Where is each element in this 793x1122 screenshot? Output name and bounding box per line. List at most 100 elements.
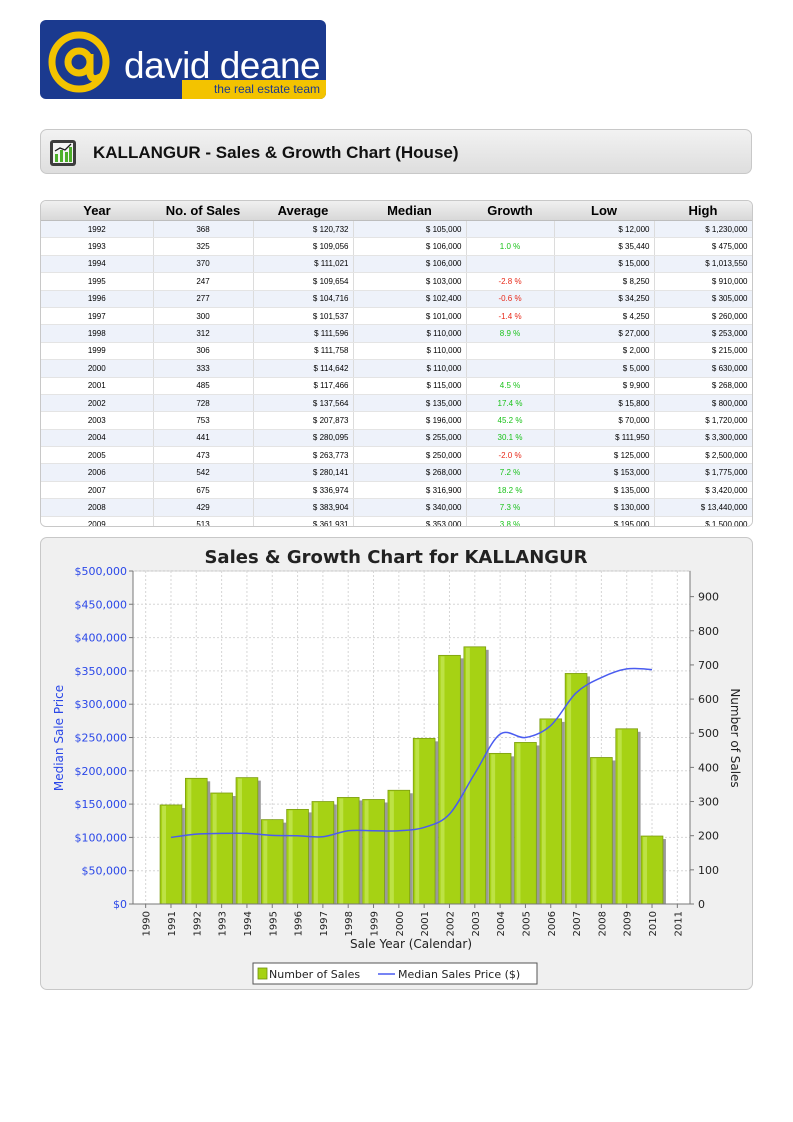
table-cell: 45.2 % — [466, 411, 555, 430]
table-cell: $ 153,000 — [554, 463, 655, 482]
x-tick-label: 2002 — [445, 911, 456, 936]
table-cell: $ 137,564 — [253, 394, 354, 413]
bar-highlight — [617, 729, 622, 904]
table-cell: $ 1,720,000 — [654, 411, 752, 430]
left-tick-label: $400,000 — [75, 632, 128, 645]
title-panel: KALLANGUR - Sales & Growth Chart (House) — [40, 129, 752, 174]
table-cell: $ 109,056 — [253, 237, 354, 256]
table-cell: $ 2,500,000 — [654, 446, 752, 465]
table-cell: $ 106,000 — [353, 237, 467, 256]
table-row: 2006 542 $ 280,141 $ 268,000 7.2 % $ 153,000 $… — [41, 463, 752, 482]
table-row: 2009 513 $ 361,931 $ 353,000 3.8 % $ 195,000 $… — [41, 516, 752, 526]
table-cell: 1994 — [41, 255, 154, 274]
chart-panel: Sales & Growth Chart for KALLANGUR $0 $50… — [40, 537, 753, 990]
table-cell: $ 120,732 — [253, 220, 354, 239]
table-cell: $ 111,021 — [253, 255, 354, 274]
table-cell: $ 250,000 — [353, 446, 467, 465]
bar-highlight — [162, 805, 167, 904]
bar-highlight — [643, 837, 648, 904]
table-cell: 312 — [153, 324, 254, 343]
table-cell: $ 3,420,000 — [654, 481, 752, 500]
left-tick-label: $200,000 — [75, 765, 128, 778]
table-cell: $ 109,654 — [253, 272, 354, 291]
bar-highlight — [263, 820, 268, 904]
table-cell: 441 — [153, 429, 254, 448]
chart-title: Sales & Growth Chart for KALLANGUR — [204, 547, 587, 568]
table-cell: $ 15,000 — [554, 255, 655, 274]
right-tick-label: 500 — [698, 727, 719, 740]
table-cell: $ 1,230,000 — [654, 220, 752, 239]
table-cell: 542 — [153, 463, 254, 482]
table-cell: 753 — [153, 411, 254, 430]
x-tick-label: 2006 — [547, 911, 558, 936]
column-header: Average — [253, 201, 353, 221]
table-cell: 4.5 % — [466, 377, 555, 395]
table-cell: $ 110,000 — [353, 324, 467, 343]
left-tick-label: $0 — [113, 898, 127, 911]
at-sign-logo-icon — [48, 31, 110, 93]
bar-highlight — [516, 743, 521, 904]
bar-highlight — [592, 758, 597, 904]
bar-highlight — [238, 778, 242, 904]
right-tick-label: 100 — [698, 864, 719, 877]
left-tick-label: $250,000 — [75, 732, 128, 745]
bar-highlight — [313, 802, 318, 904]
x-tick-label: 1997 — [319, 911, 330, 936]
brand-name: david deane — [124, 45, 321, 86]
table-cell: $ 102,400 — [353, 290, 467, 308]
table-cell: -0.6 % — [466, 290, 555, 308]
table-cell: 368 — [153, 220, 254, 239]
table-cell: $ 117,466 — [253, 377, 354, 395]
table-cell: 1993 — [41, 237, 154, 256]
table-row: 2003 753 $ 207,873 $ 196,000 45.2 % $ 70,000 $… — [41, 411, 752, 430]
table-cell: 2000 — [41, 359, 154, 378]
table-cell: $ 15,800 — [554, 394, 655, 413]
table-cell: 2006 — [41, 463, 154, 482]
table-cell: $ 268,000 — [654, 377, 752, 395]
table-cell: $ 115,000 — [353, 377, 467, 395]
table-cell: $ 268,000 — [353, 463, 467, 482]
table-cell: $ 111,758 — [253, 342, 354, 361]
bar-highlight — [567, 674, 572, 904]
table-cell: 7.2 % — [466, 463, 555, 482]
table-cell — [466, 255, 555, 274]
table-cell: $ 1,013,550 — [654, 255, 752, 274]
x-tick-label: 1999 — [370, 911, 381, 936]
table-cell: $ 353,000 — [353, 516, 467, 526]
x-tick-label: 2008 — [597, 911, 608, 936]
y-axis-left-label: Median Sale Price — [52, 685, 66, 791]
bar-highlight — [389, 791, 394, 904]
table-cell: -2.8 % — [466, 272, 555, 291]
table-cell: $ 34,250 — [554, 290, 655, 308]
table-header-row: Year No. of Sales Average Median Growth Low Hi… — [41, 201, 752, 221]
right-tick-label: 700 — [698, 659, 719, 672]
column-header: No. of Sales — [153, 201, 253, 221]
table-row: 1996 277 $ 104,716 $ 102,400 -0.6 % $ 34,250 $… — [41, 290, 752, 308]
table-row: 2005 473 $ 263,773 $ 250,000 -2.0 % $ 125,000… — [41, 446, 752, 465]
table-cell: 1998 — [41, 324, 154, 343]
column-header: Median — [353, 201, 466, 221]
table-cell: $ 114,642 — [253, 359, 354, 378]
table-cell: 18.2 % — [466, 481, 555, 500]
table-cell: 2009 — [41, 516, 154, 526]
table-cell: $ 263,773 — [253, 446, 354, 465]
table-cell: $ 35,440 — [554, 237, 655, 256]
table-cell: $ 630,000 — [654, 359, 752, 378]
table-cell: 325 — [153, 237, 254, 256]
table-cell: 1999 — [41, 342, 154, 361]
table-cell: $ 316,900 — [353, 481, 467, 500]
table-cell: $ 101,537 — [253, 307, 354, 326]
legend-label-sales: Number of Sales — [269, 968, 360, 981]
table-cell: $ 104,716 — [253, 290, 354, 308]
sales-table: Year No. of Sales Average Median Growth Low Hi… — [41, 201, 752, 526]
column-header: High — [654, 201, 752, 221]
table-cell: -1.4 % — [466, 307, 555, 326]
table-row: 2008 429 $ 383,904 $ 340,000 7.3 % $ 130,000 $… — [41, 498, 752, 517]
table-cell: $ 1,500,000 — [654, 516, 752, 526]
table-cell — [466, 220, 555, 239]
brand-tagline: the real estate team — [182, 80, 326, 99]
x-axis-label: Sale Year (Calendar) — [350, 937, 472, 951]
table-row: 2002 728 $ 137,564 $ 135,000 17.4 % $ 15,800 $… — [41, 394, 752, 413]
table-cell: $ 255,000 — [353, 429, 467, 448]
table-cell: 277 — [153, 290, 254, 308]
